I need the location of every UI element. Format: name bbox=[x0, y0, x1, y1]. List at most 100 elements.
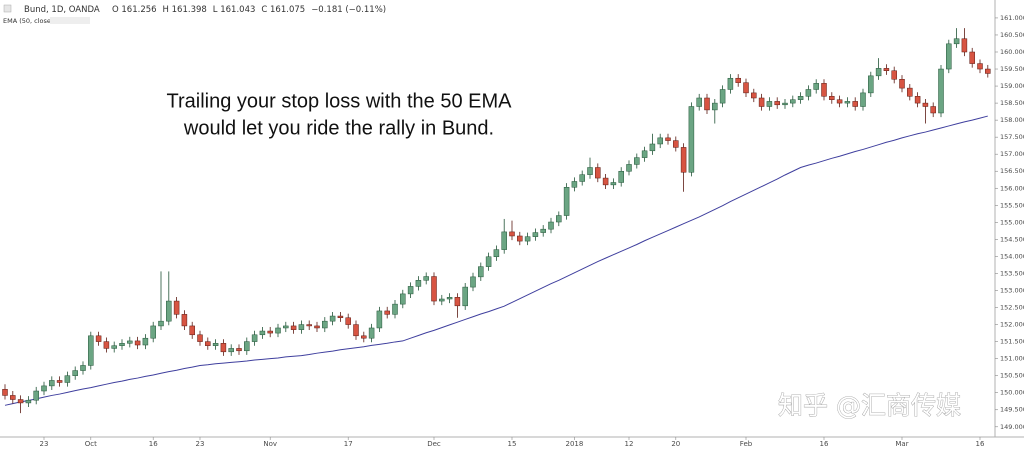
candle-body bbox=[392, 303, 398, 315]
candle-body bbox=[423, 276, 429, 281]
candle-body bbox=[158, 320, 164, 327]
x-tick-label: 23 bbox=[40, 440, 49, 448]
candle-body bbox=[595, 167, 601, 179]
candle-body bbox=[704, 97, 710, 111]
symbol: Bund, 1D, OANDA bbox=[24, 5, 100, 15]
ohlc-label: L 161.043 bbox=[213, 5, 256, 15]
candle-body bbox=[407, 286, 414, 295]
candle-body bbox=[540, 228, 546, 233]
candle-body bbox=[727, 77, 734, 90]
candle-body bbox=[197, 334, 203, 342]
candle-body bbox=[813, 83, 819, 90]
candle-body bbox=[251, 334, 258, 342]
x-tick-label: 17 bbox=[344, 440, 353, 448]
y-tick-label: 154.000 bbox=[1000, 252, 1024, 260]
candle-body bbox=[953, 38, 960, 45]
candle-body bbox=[368, 327, 375, 339]
x-tick-label: Nov bbox=[263, 440, 277, 448]
candle-body bbox=[337, 315, 344, 319]
candle-body bbox=[205, 341, 211, 346]
y-tick-label: 156.500 bbox=[1000, 167, 1024, 175]
ema-line bbox=[4, 115, 988, 406]
candle-body bbox=[56, 380, 63, 383]
candle-body bbox=[517, 235, 523, 242]
candle-body bbox=[673, 140, 679, 148]
ohlc-label: H 161.398 bbox=[163, 5, 207, 15]
x-tick-label: Dec bbox=[427, 440, 441, 448]
candle-body bbox=[509, 231, 515, 237]
x-tick-label: Feb bbox=[740, 440, 753, 448]
candle-body bbox=[946, 43, 952, 70]
candle-body bbox=[844, 101, 851, 104]
candle-body bbox=[127, 340, 133, 344]
candle-body bbox=[470, 276, 476, 288]
candle-body bbox=[579, 174, 585, 182]
candle-body bbox=[220, 343, 227, 353]
candle-body bbox=[649, 143, 656, 152]
candle-body bbox=[719, 89, 726, 104]
candle-body bbox=[439, 298, 445, 302]
candle-body bbox=[758, 97, 765, 107]
indicator-label: EMA (50, close) bbox=[3, 17, 53, 25]
y-tick-label: 153.000 bbox=[1000, 286, 1024, 294]
candle-body bbox=[657, 137, 663, 145]
candle-body bbox=[95, 335, 102, 342]
candle-body bbox=[985, 68, 991, 74]
y-tick-label: 157.500 bbox=[1000, 133, 1024, 141]
candle-body bbox=[462, 286, 468, 307]
y-tick-label: 160.500 bbox=[1000, 31, 1024, 39]
candle-body bbox=[821, 83, 827, 97]
x-tick-label: 16 bbox=[976, 440, 985, 448]
y-tick-label: 159.500 bbox=[1000, 65, 1024, 73]
candle-body bbox=[80, 365, 86, 371]
candle-body bbox=[259, 330, 266, 336]
candle-body bbox=[891, 70, 897, 80]
candle-body bbox=[743, 82, 749, 94]
candle-body bbox=[314, 325, 320, 329]
header: Bund, 1D, OANDA EMA (50, close) O 161.25… bbox=[3, 4, 386, 25]
candle-body bbox=[173, 300, 180, 315]
candle-body bbox=[17, 399, 24, 404]
y-tick-label: 157.000 bbox=[1000, 150, 1024, 158]
candle-body bbox=[345, 317, 351, 325]
candle-body bbox=[852, 101, 858, 107]
candle-body bbox=[134, 340, 141, 346]
x-tick-label: 12 bbox=[625, 440, 634, 448]
candle-body bbox=[532, 232, 539, 237]
candle-body bbox=[735, 77, 741, 83]
ohlc-label: −0.181 (−0.11%) bbox=[311, 5, 386, 15]
x-tick-label: Mar bbox=[895, 440, 908, 448]
x-tick-label: 16 bbox=[820, 440, 829, 448]
candle-body bbox=[49, 380, 55, 387]
candle-body bbox=[797, 96, 804, 100]
candle-body bbox=[501, 231, 507, 250]
y-tick-label: 158.000 bbox=[1000, 116, 1024, 124]
candle-body bbox=[977, 63, 983, 70]
candle-body bbox=[283, 325, 289, 329]
icon[interactable] bbox=[3, 4, 12, 13]
x-tick-label: 20 bbox=[671, 440, 680, 448]
annotation-line: Trailing your stop loss with the 50 EMA bbox=[167, 90, 513, 112]
candle-body bbox=[454, 297, 461, 307]
y-tick-label: 155.000 bbox=[1000, 218, 1024, 226]
candle-body bbox=[680, 147, 687, 173]
candle-body bbox=[860, 92, 866, 107]
y-tick-label: 149.000 bbox=[1000, 423, 1024, 431]
indicator-controls[interactable] bbox=[50, 17, 90, 24]
y-tick-label: 158.500 bbox=[1000, 99, 1024, 107]
candle-body bbox=[712, 102, 718, 111]
candle-body bbox=[376, 310, 383, 329]
candle-body bbox=[400, 293, 406, 305]
candle-body bbox=[790, 99, 796, 104]
x-tick-label: 23 bbox=[196, 440, 205, 448]
y-tick-label: 154.500 bbox=[1000, 235, 1024, 243]
candle-body bbox=[306, 324, 312, 327]
candle-body bbox=[688, 106, 695, 173]
candle-body bbox=[25, 399, 32, 404]
candle-body bbox=[290, 325, 297, 330]
candle-body bbox=[103, 341, 110, 349]
candle-body bbox=[485, 256, 492, 267]
candle-body bbox=[524, 236, 531, 242]
candle-body bbox=[907, 87, 913, 97]
candle-body bbox=[2, 389, 8, 396]
